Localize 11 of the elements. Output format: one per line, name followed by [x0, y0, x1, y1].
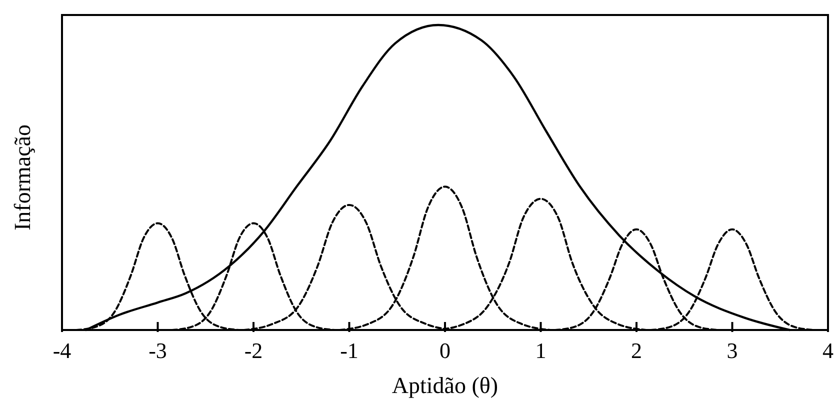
y-axis-title: Informação — [10, 124, 35, 230]
x-tick-label: -4 — [52, 338, 72, 363]
x-tick-label: -2 — [244, 338, 263, 363]
x-tick-label: 3 — [726, 338, 738, 363]
x-tick-label: 0 — [440, 338, 450, 363]
x-axis-title: Aptidão (θ) — [392, 373, 498, 398]
x-tick-label: -3 — [148, 338, 167, 363]
x-tick-label: -1 — [340, 338, 358, 363]
x-tick-label: 4 — [822, 338, 834, 363]
x-tick-label: 2 — [631, 338, 642, 363]
x-tick-label: 1 — [535, 338, 546, 363]
